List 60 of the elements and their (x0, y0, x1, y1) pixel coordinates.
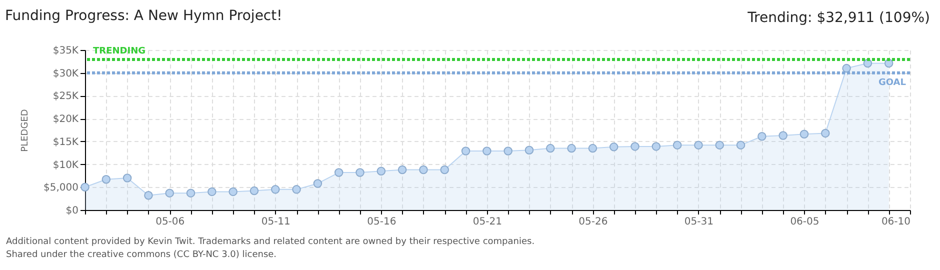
y-axis-title: PLEDGED (20, 109, 31, 152)
point (694, 140, 703, 150)
y-tick-label: $20K (52, 114, 79, 126)
point (122, 174, 132, 182)
point (482, 146, 492, 156)
chart-subtitle: Trending: $32,911 (109%) (748, 10, 930, 26)
text: Additional content provided by Kevin Twit. Trademarks and related content are owned by their respective companies. (6, 236, 535, 249)
point (524, 146, 534, 154)
point (736, 140, 746, 150)
point (144, 191, 153, 200)
point (313, 179, 322, 188)
point (588, 144, 598, 153)
point (102, 175, 111, 184)
point (758, 132, 766, 141)
y-tick-label: $25K (52, 91, 79, 102)
point (186, 188, 196, 198)
point (778, 131, 788, 140)
x-tick-label: 05-06 (156, 216, 185, 228)
point (546, 144, 555, 153)
x-tick-label: 05-31 (684, 216, 714, 228)
point (334, 168, 344, 177)
point (376, 166, 386, 176)
point (567, 144, 576, 153)
ref-line-label: TRENDING (93, 46, 146, 57)
ref-line-label: GOAL (878, 78, 906, 88)
point (609, 142, 618, 152)
x-tick-label: 05-21 (472, 216, 502, 228)
point (419, 165, 428, 174)
point (80, 182, 90, 192)
x-tick-label: 06-10 (881, 216, 910, 228)
point (398, 165, 407, 174)
point (250, 186, 259, 196)
y-tick-label: $0 (66, 206, 78, 216)
point (440, 165, 449, 174)
text: Shared under the creative commons (CC BY-NC 3.0) license. (6, 249, 278, 262)
chart-title: Funding Progress: A New Hymn Project! (5, 8, 282, 24)
y-tick-label: $35K (52, 46, 79, 56)
x-tick-label: 05-26 (578, 216, 608, 228)
point (208, 187, 216, 196)
y-tick-label: $30K (52, 68, 79, 80)
x-tick-label: 05-16 (367, 216, 396, 228)
point (821, 128, 830, 138)
point (165, 188, 174, 198)
y-tick-label: $10K (52, 160, 79, 171)
x-tick-label: 06-05 (790, 216, 820, 228)
point (715, 140, 724, 150)
point (271, 185, 280, 194)
point (228, 187, 238, 196)
point (292, 185, 301, 194)
point (652, 142, 661, 151)
point (800, 130, 809, 138)
point (842, 64, 851, 73)
x-tick-label: 05-11 (261, 216, 290, 228)
point (504, 146, 512, 156)
point (630, 142, 640, 151)
point (672, 140, 682, 150)
point (461, 146, 470, 156)
y-tick-label: $15K (52, 136, 79, 148)
point (356, 168, 364, 177)
y-tick-label: $5,000 (44, 182, 78, 194)
